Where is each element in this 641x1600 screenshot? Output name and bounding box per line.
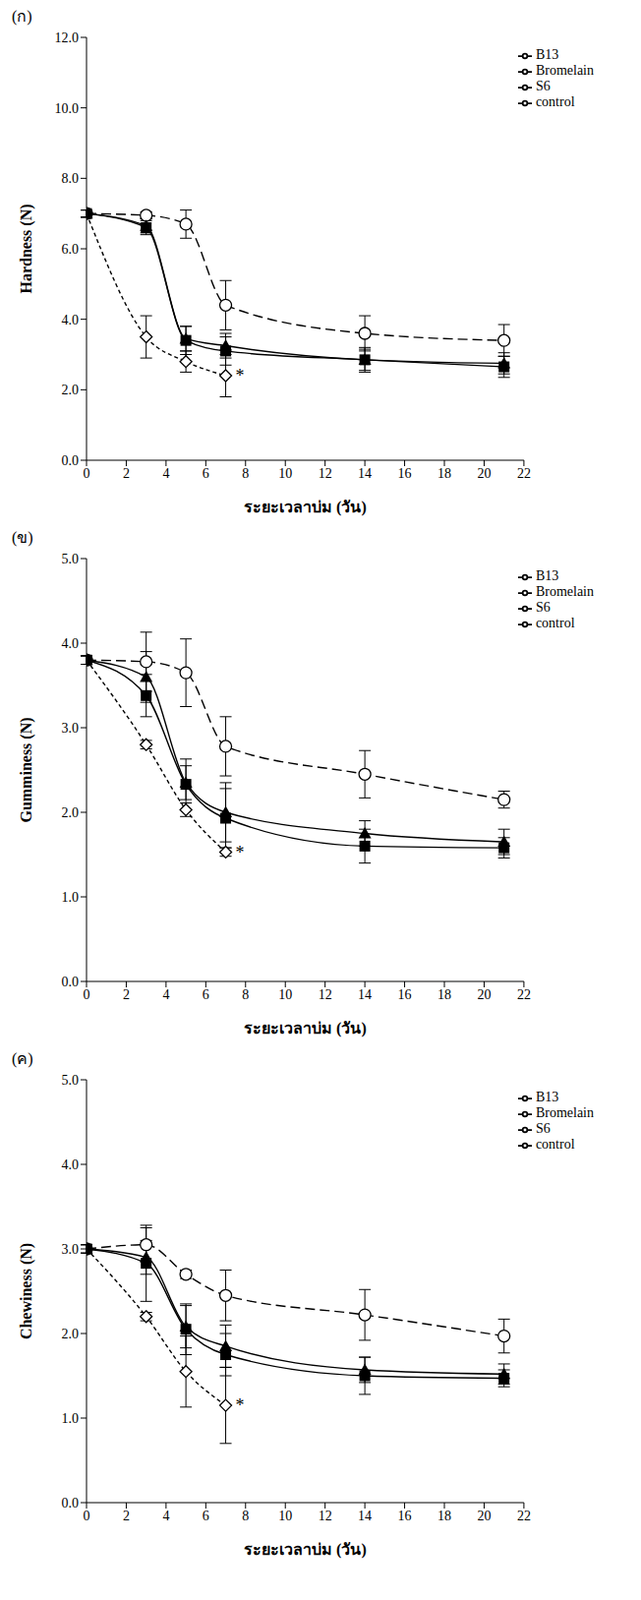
svg-text:4.0: 4.0 — [61, 636, 80, 651]
svg-text:10.0: 10.0 — [55, 101, 80, 117]
svg-text:ระยะเวลาบ่ม (วัน): ระยะเวลาบ่ม (วัน) — [243, 498, 367, 517]
html-text:Bromelain: Bromelain — [535, 583, 594, 599]
svg-text:22: 22 — [517, 1508, 531, 1523]
html-text:Bromelain: Bromelain — [535, 62, 594, 78]
svg-text:8: 8 — [241, 987, 249, 1002]
svg-text:2.0: 2.0 — [61, 805, 80, 820]
svg-text:3.0: 3.0 — [61, 1241, 80, 1257]
svg-text:ระยะเวลาบ่ม (วัน): ระยะเวลาบ่ม (วัน) — [243, 1019, 367, 1038]
html-text:S6: S6 — [535, 78, 551, 94]
svg-text:4.0: 4.0 — [61, 1157, 80, 1172]
html-text:Bromelain: Bromelain — [535, 1105, 594, 1120]
svg-text:14: 14 — [357, 1508, 372, 1523]
svg-text:10: 10 — [278, 466, 292, 481]
svg-text:Hardness (N): Hardness (N) — [17, 203, 36, 293]
svg-text:22: 22 — [517, 987, 531, 1002]
svg-text:18: 18 — [437, 1508, 452, 1523]
svg-text:Gumminess (N): Gumminess (N) — [17, 716, 36, 822]
svg-text:0.0: 0.0 — [61, 974, 80, 990]
svg-text:0: 0 — [83, 987, 91, 1002]
svg-text:2: 2 — [122, 1508, 130, 1523]
html-text:control: control — [535, 1136, 575, 1152]
html-text:S6: S6 — [535, 599, 551, 615]
html-text:B13: B13 — [535, 568, 559, 583]
svg-text:2.0: 2.0 — [61, 382, 80, 398]
svg-text:4: 4 — [162, 987, 170, 1002]
svg-text:22: 22 — [517, 466, 531, 481]
html-text:(ข): (ข) — [11, 528, 34, 546]
html-text:B13: B13 — [535, 47, 559, 62]
svg-text:0.0: 0.0 — [61, 453, 80, 468]
svg-text:8: 8 — [241, 466, 249, 481]
svg-text:8: 8 — [241, 1508, 249, 1523]
svg-text:*: * — [235, 842, 245, 863]
svg-text:5.0: 5.0 — [61, 1072, 80, 1088]
svg-text:1.0: 1.0 — [61, 889, 80, 905]
svg-text:*: * — [235, 1395, 245, 1415]
svg-text:18: 18 — [437, 466, 452, 481]
svg-text:Chewiness (N): Chewiness (N) — [17, 1242, 36, 1340]
svg-text:0.0: 0.0 — [61, 1495, 80, 1511]
svg-text:2.0: 2.0 — [61, 1326, 80, 1341]
svg-text:5.0: 5.0 — [61, 551, 80, 567]
svg-text:4: 4 — [162, 1508, 170, 1523]
svg-text:0: 0 — [83, 466, 91, 481]
html-text:S6: S6 — [535, 1120, 551, 1136]
svg-text:0: 0 — [83, 1508, 91, 1523]
svg-text:12: 12 — [318, 1508, 333, 1523]
svg-text:16: 16 — [398, 987, 412, 1002]
svg-text:16: 16 — [398, 466, 412, 481]
svg-text:6.0: 6.0 — [61, 241, 80, 257]
html-text:B13: B13 — [535, 1089, 559, 1105]
svg-text:20: 20 — [476, 1508, 491, 1523]
html-text:control: control — [535, 94, 575, 110]
svg-text:6: 6 — [202, 987, 210, 1002]
svg-text:ระยะเวลาบ่ม (วัน): ระยะเวลาบ่ม (วัน) — [243, 1540, 367, 1559]
svg-text:12: 12 — [318, 466, 333, 481]
svg-text:14: 14 — [357, 466, 372, 481]
svg-text:6: 6 — [202, 466, 210, 481]
svg-text:8.0: 8.0 — [61, 171, 80, 186]
svg-text:10: 10 — [278, 1508, 292, 1523]
svg-text:*: * — [235, 365, 245, 386]
svg-text:20: 20 — [476, 987, 491, 1002]
svg-text:2: 2 — [122, 987, 130, 1002]
html-text:control: control — [535, 615, 575, 631]
svg-text:16: 16 — [398, 1508, 412, 1523]
svg-text:20: 20 — [476, 466, 491, 481]
html-text:(ก): (ก) — [11, 7, 33, 25]
svg-text:12.0: 12.0 — [55, 30, 80, 46]
svg-text:3.0: 3.0 — [61, 720, 80, 736]
svg-text:4: 4 — [162, 466, 170, 481]
svg-text:12: 12 — [318, 987, 333, 1002]
svg-text:6: 6 — [202, 1508, 210, 1523]
svg-text:14: 14 — [357, 987, 372, 1002]
svg-text:18: 18 — [437, 987, 452, 1002]
svg-text:4.0: 4.0 — [61, 312, 80, 328]
svg-text:1.0: 1.0 — [61, 1410, 80, 1426]
svg-text:2: 2 — [122, 466, 130, 481]
html-text:(ค): (ค) — [11, 1049, 34, 1067]
svg-text:10: 10 — [278, 987, 292, 1002]
